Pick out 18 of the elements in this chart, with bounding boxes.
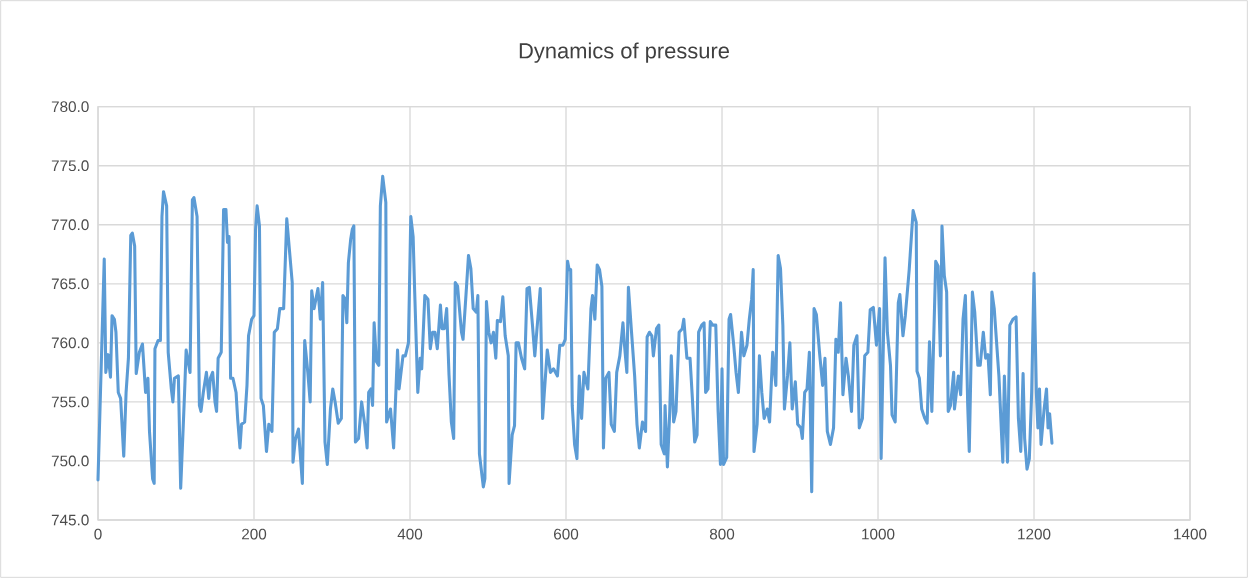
x-tick-label: 0 bbox=[94, 528, 102, 540]
x-tick-label: 1400 bbox=[1174, 528, 1207, 540]
y-tick-label: 775.0 bbox=[51, 160, 89, 172]
y-tick-label: 765.0 bbox=[51, 278, 89, 290]
x-tick-label: 200 bbox=[242, 528, 267, 540]
line-series bbox=[96, 174, 1054, 494]
y-tick-label: 755.0 bbox=[51, 396, 89, 408]
y-tick-label: 780.0 bbox=[51, 101, 89, 113]
x-tick-label: 1000 bbox=[862, 528, 895, 540]
x-tick-label: 400 bbox=[397, 528, 423, 540]
y-tick-label: 760.0 bbox=[51, 337, 89, 349]
x-tick-label: 600 bbox=[554, 528, 579, 540]
chart-title: Dynamics of pressure bbox=[519, 42, 729, 63]
y-tick-label: 745.0 bbox=[51, 514, 89, 526]
y-tick-label: 750.0 bbox=[51, 455, 89, 467]
x-tick-label: 800 bbox=[709, 528, 735, 540]
y-tick-label: 770.0 bbox=[51, 219, 89, 231]
x-tick-label: 1200 bbox=[1018, 528, 1051, 540]
